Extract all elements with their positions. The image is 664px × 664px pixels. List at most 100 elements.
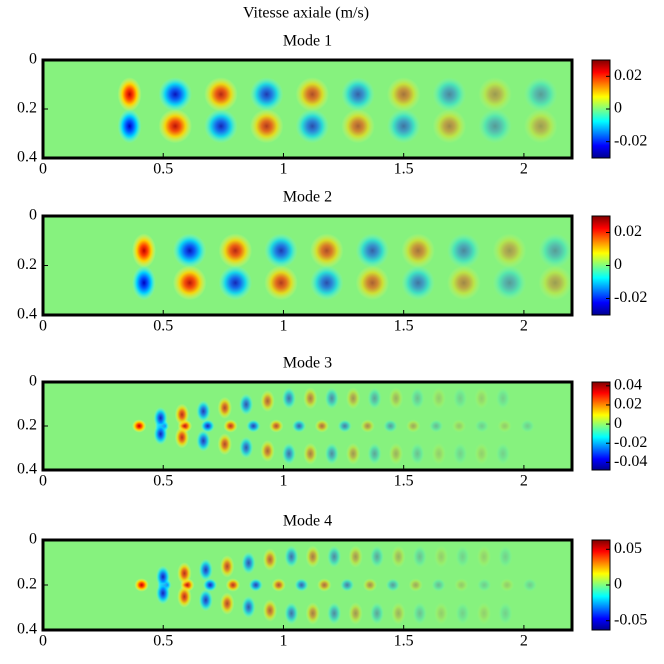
field-blob: [158, 109, 193, 144]
field-blob: [341, 77, 375, 112]
field-blob: [204, 77, 238, 112]
field-blob: [433, 602, 449, 625]
field-blob: [305, 545, 321, 568]
field-blob: [238, 436, 254, 459]
field-blob: [177, 562, 192, 585]
field-blob: [196, 429, 211, 452]
x-tick-label: 1.5: [394, 318, 414, 335]
x-tick-label: 1: [279, 318, 287, 335]
field-blob: [408, 578, 423, 592]
field-blob: [174, 403, 190, 426]
field-blob: [452, 387, 468, 410]
field-blob: [294, 578, 309, 592]
y-tick-label: 0.2: [17, 256, 37, 273]
field-blob: [412, 545, 428, 568]
field-blob: [264, 233, 298, 268]
y-tick-label: 0.2: [17, 576, 37, 593]
field-blob: [155, 565, 171, 589]
colorbar-tick-label: -0.04: [614, 453, 647, 470]
colorbar-tick-label: 0: [614, 100, 622, 117]
field-blob: [198, 588, 214, 612]
field-blob: [238, 393, 254, 416]
field-blob: [303, 442, 318, 465]
field-blob: [446, 265, 481, 301]
field-blob: [386, 109, 421, 144]
field-blob: [478, 77, 512, 112]
field-blob: [223, 419, 238, 433]
field-blob: [401, 233, 435, 268]
field-blob: [284, 602, 299, 625]
figure-title: Vitesse axiale (m/s): [243, 5, 369, 22]
colorbar-tick-label: 0: [614, 256, 622, 273]
field-blob: [492, 265, 527, 301]
field-blob: [225, 578, 241, 592]
field-blob: [477, 578, 492, 592]
y-tick-label: 0.4: [17, 461, 37, 478]
x-tick-label: 0: [39, 161, 47, 178]
field-blob: [345, 387, 361, 410]
field-background: [43, 216, 572, 315]
field-blob: [360, 419, 375, 433]
y-tick-label: 0: [29, 373, 37, 390]
field-blob: [117, 109, 142, 144]
field: [43, 216, 572, 315]
y-tick-label: 0: [29, 531, 37, 548]
field-blob: [281, 387, 297, 410]
field-blob: [131, 233, 157, 268]
field-blob: [305, 602, 321, 625]
x-tick-label: 2: [520, 161, 528, 178]
field-blob: [219, 592, 235, 615]
field-blob: [202, 578, 218, 592]
field-inner: [43, 382, 572, 470]
panel-title: Mode 3: [283, 355, 332, 372]
x-tick-label: 0.5: [153, 633, 173, 650]
field-blob: [412, 602, 428, 625]
field-blob: [538, 233, 572, 268]
field: [43, 60, 572, 158]
field-blob: [217, 396, 232, 419]
field-blob: [431, 387, 447, 410]
colorbar: [591, 381, 611, 471]
field-blob: [432, 109, 467, 144]
field-blob: [348, 602, 363, 625]
field-blob: [522, 578, 538, 592]
field-blob: [295, 77, 330, 112]
colorbar-tick-label: 0.02: [614, 67, 642, 84]
y-tick-label: 0.2: [17, 100, 37, 117]
x-tick-label: 1.5: [394, 473, 414, 490]
field-blob: [355, 233, 390, 268]
field-blob: [172, 233, 207, 268]
x-tick-label: 0: [39, 473, 47, 490]
field-blob: [369, 545, 385, 568]
field-blob: [498, 602, 513, 625]
field-blob: [401, 265, 435, 301]
field-blob: [241, 551, 256, 575]
colorbar-tick-label: -0.02: [614, 289, 647, 306]
field-blob: [326, 602, 342, 625]
field-blob: [177, 585, 192, 608]
field-blob: [219, 555, 235, 578]
field-blob: [324, 442, 339, 465]
field-blob: [196, 400, 211, 423]
colorbar-tick-label: 0: [614, 415, 622, 432]
field-blob: [217, 433, 232, 456]
field-blob: [291, 419, 307, 433]
field-blob: [433, 545, 449, 568]
field-blob: [324, 387, 339, 410]
colorbar-tick-label: 0.02: [614, 223, 642, 240]
field-blob: [410, 387, 425, 410]
field-blob: [131, 265, 157, 301]
field-blob: [452, 442, 468, 465]
field-blob: [341, 109, 375, 144]
field-blob: [200, 419, 215, 433]
field-blob: [355, 265, 390, 301]
field-blob: [386, 77, 421, 112]
field-blob: [383, 419, 398, 433]
colorbar-tick-label: 0.02: [614, 396, 642, 413]
y-tick-label: 0.4: [17, 621, 37, 638]
field-blob: [271, 578, 286, 592]
colorbar-tick-label: -0.05: [614, 611, 647, 628]
field-blob: [260, 390, 275, 413]
field-blob: [455, 545, 470, 568]
